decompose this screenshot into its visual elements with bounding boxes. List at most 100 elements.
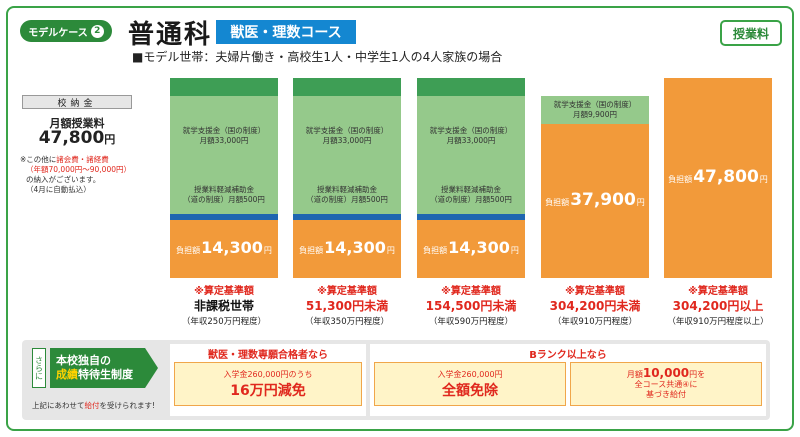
scholarship-arrow: 本校独自の 成績特待生制度 xyxy=(50,348,158,388)
burden-value: 14,300 xyxy=(448,237,510,257)
burden-segment: 負担額 47,800 円 xyxy=(664,78,772,278)
support-segment: 就学支援金（国の制度） 月額33,000円 xyxy=(293,96,401,176)
scholarship-note-red: 給付 xyxy=(84,401,100,410)
subsidy-title: 授業料軽減補助金 xyxy=(317,185,377,194)
scholarship-note-suffix: を受けられます! xyxy=(99,401,156,410)
plan-column-5: 負担額 47,800 円 xyxy=(664,78,772,278)
condition-5: ※算定基準額 304,200円以上 （年収910万円程度以上） xyxy=(656,282,780,327)
fee-amount: 47,800円 xyxy=(22,128,132,148)
subsidy-segment: 授業料軽減補助金 （道の制度）月額500円 xyxy=(417,176,525,214)
fee-note-line4: （4月に自動払込） xyxy=(26,185,91,194)
fee-note: ※この他に諸会費・諸経費 （年額70,000円〜90,000円） の納入がござい… xyxy=(20,155,150,195)
sarani-tag: さらに xyxy=(32,348,46,388)
subsidy-band xyxy=(293,214,401,220)
condition-main: 非課税世帯 xyxy=(193,299,254,313)
burden-unit: 円 xyxy=(636,197,645,207)
scholarship-line2-rest: 特待生制度 xyxy=(78,368,133,381)
pane-2a-line2: 全額免除 xyxy=(442,382,498,399)
support-amount: 月額9,900円 xyxy=(573,110,617,119)
support-title: 就学支援金（国の制度） xyxy=(305,126,389,135)
pane-2b-line3: 基づき給付 xyxy=(646,390,686,399)
scholarship-note: 上記にあわせて給付を受けられます! xyxy=(32,400,155,411)
burden-unit: 円 xyxy=(510,245,519,255)
subsidy-segment: 授業料軽減補助金 （道の制度）月額500円 xyxy=(170,176,278,214)
scholarship-line1: 本校独自の xyxy=(56,354,111,367)
scholarship-line2-yellow: 成績 xyxy=(56,368,78,381)
burden-unit: 円 xyxy=(759,174,768,184)
condition-income: （年収250万円程度） xyxy=(181,317,267,327)
burden-label: 負担額 xyxy=(668,174,693,184)
burden-label: 負担額 xyxy=(423,245,448,255)
fee-label: 月額授業料 xyxy=(49,117,105,130)
burden-label: 負担額 xyxy=(545,197,570,207)
support-amount: 月額33,000円 xyxy=(199,136,249,145)
scholarship-pane-1: 獣医・理数専願合格者なら 入学金260,000円のうち 16万円減免 xyxy=(170,344,366,416)
model-case-badge: モデルケース 2 xyxy=(20,20,112,42)
burden-segment: 負担額 14,300 円 xyxy=(170,220,278,278)
pane-2-title: Bランク以上なら xyxy=(529,350,607,361)
condition-star: ※算定基準額 xyxy=(565,286,625,297)
page-title: 普通科 xyxy=(128,20,213,50)
support-segment: 就学支援金（国の制度） 月額33,000円 xyxy=(417,96,525,176)
burden-value: 14,300 xyxy=(324,237,386,257)
fee-note-prefix: ※この他に xyxy=(20,155,57,164)
pane-1-title: 獣医・理数専願合格者なら xyxy=(208,350,328,361)
burden-amount: 負担額 14,300 円 xyxy=(423,237,519,257)
pane-2-benefit-a: 入学金260,000円 全額免除 xyxy=(374,362,566,406)
scholarship-note-prefix: 上記にあわせて xyxy=(32,401,85,410)
model-household-text: ■モデル世帯：夫婦片働き・高校生1人・中学生1人の4人家族の場合 xyxy=(132,50,503,64)
subsidy-amount: （道の制度）月額500円 xyxy=(183,195,265,204)
burden-segment: 負担額 37,900 円 xyxy=(541,124,649,278)
support-title: 就学支援金（国の制度） xyxy=(182,126,266,135)
condition-star: ※算定基準額 xyxy=(688,286,748,297)
scholarship-pane-2: Bランク以上なら 入学金260,000円 全額免除 月額10,000円を 全コー… xyxy=(370,344,766,416)
column-top-band xyxy=(417,78,525,96)
fee-amount-value: 47,800 xyxy=(38,128,105,148)
burden-unit: 円 xyxy=(386,245,395,255)
fee-amount-unit: 円 xyxy=(104,133,116,146)
subsidy-title: 授業料軽減補助金 xyxy=(194,185,254,194)
subsidy-amount: （道の制度）月額500円 xyxy=(430,195,512,204)
plan-column-2: 就学支援金（国の制度） 月額33,000円 授業料軽減補助金 （道の制度）月額5… xyxy=(293,78,401,278)
subsidy-band xyxy=(170,214,278,220)
burden-value: 37,900 xyxy=(570,189,636,210)
support-title: 就学支援金（国の制度） xyxy=(553,100,637,109)
condition-income: （年収910万円程度） xyxy=(552,317,638,327)
outer-frame xyxy=(6,6,794,431)
subsidy-segment: 授業料軽減補助金 （道の制度）月額500円 xyxy=(293,176,401,214)
condition-3: ※算定基準額 154,500円未満 （年収590万円程度） xyxy=(409,282,533,327)
pane-1-line1: 入学金260,000円のうち xyxy=(223,369,313,379)
condition-star: ※算定基準額 xyxy=(317,286,377,297)
subsidy-band xyxy=(417,214,525,220)
tuition-button[interactable]: 授業料 xyxy=(720,20,782,46)
condition-main: 304,200円以上 xyxy=(672,299,764,313)
pane-2-benefit-b: 月額10,000円を 全コース共通④に 基づき給付 xyxy=(570,362,762,406)
support-title: 就学支援金（国の制度） xyxy=(429,126,513,135)
fee-note-line3: の納入がございます。 xyxy=(26,175,101,184)
burden-label: 負担額 xyxy=(176,245,201,255)
burden-amount: 負担額 47,800 円 xyxy=(668,166,768,187)
plan-column-4: 就学支援金（国の制度） 月額9,900円 負担額 37,900 円 xyxy=(541,78,649,278)
burden-value: 47,800 xyxy=(693,166,759,187)
fee-header: 校納金 xyxy=(22,95,132,109)
condition-main: 304,200円未満 xyxy=(549,299,641,313)
pane-2b-line1c: 円を xyxy=(689,370,706,379)
pane-2a-line1: 入学金260,000円 xyxy=(437,369,503,379)
burden-segment: 負担額 14,300 円 xyxy=(293,220,401,278)
burden-amount: 負担額 14,300 円 xyxy=(299,237,395,257)
condition-4: ※算定基準額 304,200円未満 （年収910万円程度） xyxy=(533,282,657,327)
column-top-band xyxy=(170,78,278,96)
fee-note-range: （年額70,000円〜90,000円） xyxy=(26,165,131,174)
condition-main: 154,500円未満 xyxy=(425,299,517,313)
condition-main: 51,300円未満 xyxy=(305,299,389,313)
pane-2b-line2: 全コース共通④に xyxy=(634,380,698,389)
model-case-number: 2 xyxy=(90,24,104,38)
subsidy-amount: （道の制度）月額500円 xyxy=(306,195,388,204)
burden-value: 14,300 xyxy=(201,237,263,257)
support-segment: 就学支援金（国の制度） 月額9,900円 xyxy=(541,96,649,124)
pane-2b-line1a: 月額 xyxy=(626,370,643,379)
burden-segment: 負担額 14,300 円 xyxy=(417,220,525,278)
pane-2b-line1b: 10,000 xyxy=(642,366,690,380)
plan-column-3: 就学支援金（国の制度） 月額33,000円 授業料軽減補助金 （道の制度）月額5… xyxy=(417,78,525,278)
burden-amount: 負担額 14,300 円 xyxy=(176,237,272,257)
